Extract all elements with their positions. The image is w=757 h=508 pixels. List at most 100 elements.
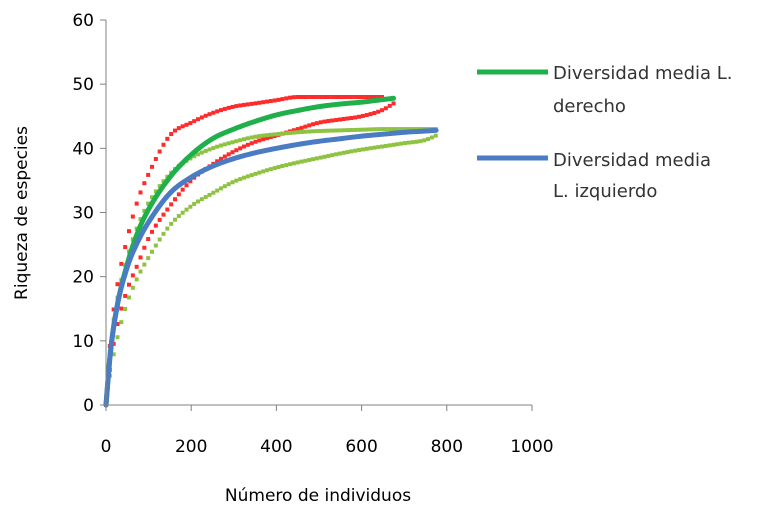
series-point (257, 134, 261, 138)
series-point (277, 132, 281, 136)
series-point (353, 95, 357, 99)
series-point (261, 100, 265, 104)
series-point (165, 137, 169, 141)
series-point (119, 320, 123, 324)
series-point (357, 128, 361, 132)
series-point (242, 145, 246, 149)
series-point (330, 119, 334, 123)
series-point (150, 250, 154, 254)
series-point (288, 162, 292, 166)
series-point (346, 128, 350, 132)
series-point (162, 143, 166, 147)
series-point (215, 145, 219, 149)
series-point (300, 130, 304, 134)
series-point (139, 270, 143, 274)
series-point (234, 148, 238, 152)
series-point (123, 245, 127, 249)
series-point (330, 129, 334, 133)
series-point (158, 238, 162, 242)
series-point (353, 128, 357, 132)
series-point (223, 107, 227, 111)
series-point (319, 156, 323, 160)
series-point (165, 208, 169, 212)
series-point (242, 103, 246, 107)
y-tick-label: 0 (83, 396, 94, 416)
series-point (162, 213, 166, 217)
series-point (135, 202, 139, 206)
series-point (315, 156, 319, 160)
series-point (307, 123, 311, 127)
series-point (196, 117, 200, 121)
series-point (261, 169, 265, 173)
series-point (234, 104, 238, 108)
x-tick-label: 1000 (510, 437, 553, 457)
series-point (154, 224, 158, 228)
series-point (365, 113, 369, 117)
series-point (265, 133, 269, 137)
series-point (257, 171, 261, 175)
series-point (303, 130, 307, 134)
series-point (326, 129, 330, 133)
series-point (399, 142, 403, 146)
series-point (300, 160, 304, 164)
series-point (284, 163, 288, 167)
series-point (223, 184, 227, 188)
series-point (284, 131, 288, 135)
series-point (319, 120, 323, 124)
series-point (338, 118, 342, 122)
series-point (392, 127, 396, 131)
series-point (338, 95, 342, 99)
series-point (227, 152, 231, 156)
series-point (265, 168, 269, 172)
series-point (227, 182, 231, 186)
series-point (307, 130, 311, 134)
x-tick-label: 800 (431, 437, 463, 457)
series-point (146, 173, 150, 177)
series-point (277, 98, 281, 102)
series-point (261, 134, 265, 138)
legend-label-0: Diversidad media L. derecho (553, 63, 733, 117)
series-point (219, 186, 223, 190)
series-point (192, 202, 196, 206)
series-point (342, 128, 346, 132)
series-point (372, 127, 376, 131)
series-point (349, 149, 353, 153)
series-point (369, 95, 373, 99)
series-point (376, 127, 380, 131)
tick-labels: 01020304050600 200 400 600 800 1000 (72, 11, 553, 457)
series-point (254, 172, 258, 176)
series-point (231, 105, 235, 109)
series-point (323, 95, 327, 99)
series-point (223, 155, 227, 159)
series-point (142, 263, 146, 267)
series-point (411, 140, 415, 144)
series-point (296, 160, 300, 164)
series-point (315, 121, 319, 125)
series-point (154, 244, 158, 248)
series-point (127, 283, 131, 287)
series-point (177, 214, 181, 218)
y-tick-label: 20 (72, 268, 94, 288)
series-point (326, 95, 330, 99)
series-point (357, 115, 361, 119)
series-point (349, 128, 353, 132)
y-tick-label: 60 (72, 11, 94, 31)
series-point (372, 146, 376, 150)
series-point (131, 286, 135, 290)
series-point (208, 147, 212, 151)
series-point (365, 128, 369, 132)
series-point (238, 103, 242, 107)
series-point (307, 158, 311, 162)
series-point (349, 95, 353, 99)
series-point (246, 102, 250, 106)
series-point (273, 98, 277, 102)
series-point (142, 181, 146, 185)
series-point (326, 154, 330, 158)
series-point (215, 109, 219, 113)
series-point (208, 193, 212, 197)
series-point (123, 307, 127, 311)
series-point (162, 232, 166, 236)
series-point (234, 179, 238, 183)
series-point (315, 95, 319, 99)
series-point (257, 101, 261, 105)
